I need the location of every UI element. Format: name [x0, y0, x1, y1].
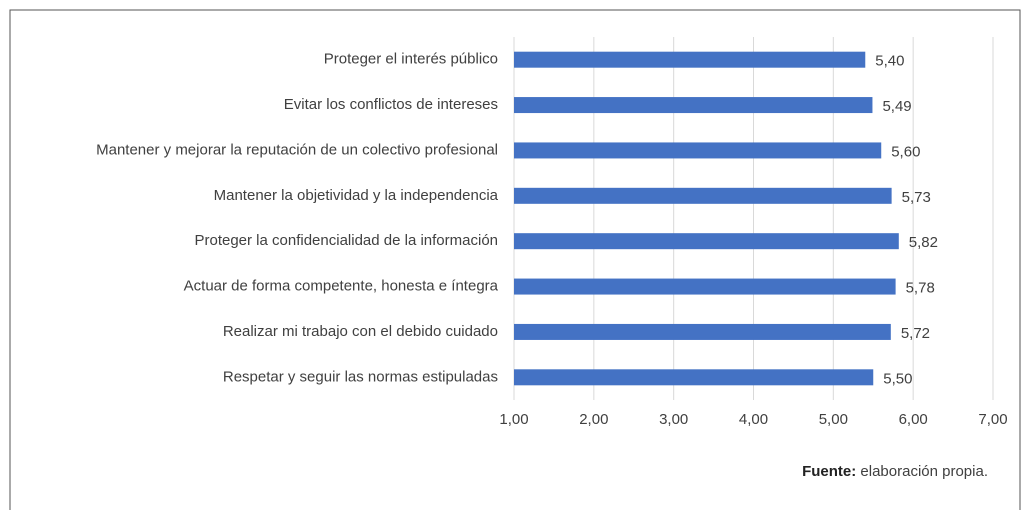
x-tick-label: 5,00 [819, 411, 848, 428]
data-label: 5,50 [883, 370, 912, 387]
source-text: elaboración propia. [856, 463, 988, 480]
data-label: 5,73 [902, 189, 931, 206]
data-label: 5,72 [901, 325, 930, 342]
x-tick-label: 3,00 [659, 411, 688, 428]
bar [514, 323, 891, 340]
data-label: 5,78 [906, 280, 935, 297]
frame [9, 9, 1021, 510]
data-label: 5,60 [891, 143, 920, 160]
y-tick-label: Evitar los conflictos de intereses [284, 96, 498, 113]
y-tick-label: Realizar mi trabajo con el debido cuidad… [223, 323, 498, 340]
x-tick-label: 6,00 [899, 411, 928, 428]
y-tick-label: Actuar de forma competente, honesta e ín… [184, 278, 499, 295]
bar [514, 142, 882, 159]
x-tick-label: 7,00 [978, 411, 1007, 428]
source-note: Fuente: elaboración propia. [802, 463, 988, 480]
data-label: 5,49 [882, 98, 911, 115]
bar [514, 233, 899, 250]
y-tick-label: Respetar y seguir las normas estipuladas [223, 368, 498, 385]
x-tick-label: 4,00 [739, 411, 768, 428]
x-tick-label: 2,00 [579, 411, 608, 428]
y-tick-label: Proteger la confidencialidad de la infor… [194, 232, 498, 249]
bar [514, 187, 892, 204]
y-tick-label: Proteger el interés público [324, 51, 498, 68]
bar [514, 97, 873, 114]
bar [514, 51, 866, 68]
y-tick-label: Mantener y mejorar la reputación de un c… [96, 141, 498, 158]
x-tick-label: 1,00 [499, 411, 528, 428]
bar [514, 278, 896, 295]
source-label: Fuente: [802, 463, 856, 480]
bar [514, 369, 874, 386]
y-tick-label: Mantener la objetividad y la independenc… [214, 187, 499, 204]
data-label: 5,82 [909, 234, 938, 251]
data-label: 5,40 [875, 53, 904, 70]
